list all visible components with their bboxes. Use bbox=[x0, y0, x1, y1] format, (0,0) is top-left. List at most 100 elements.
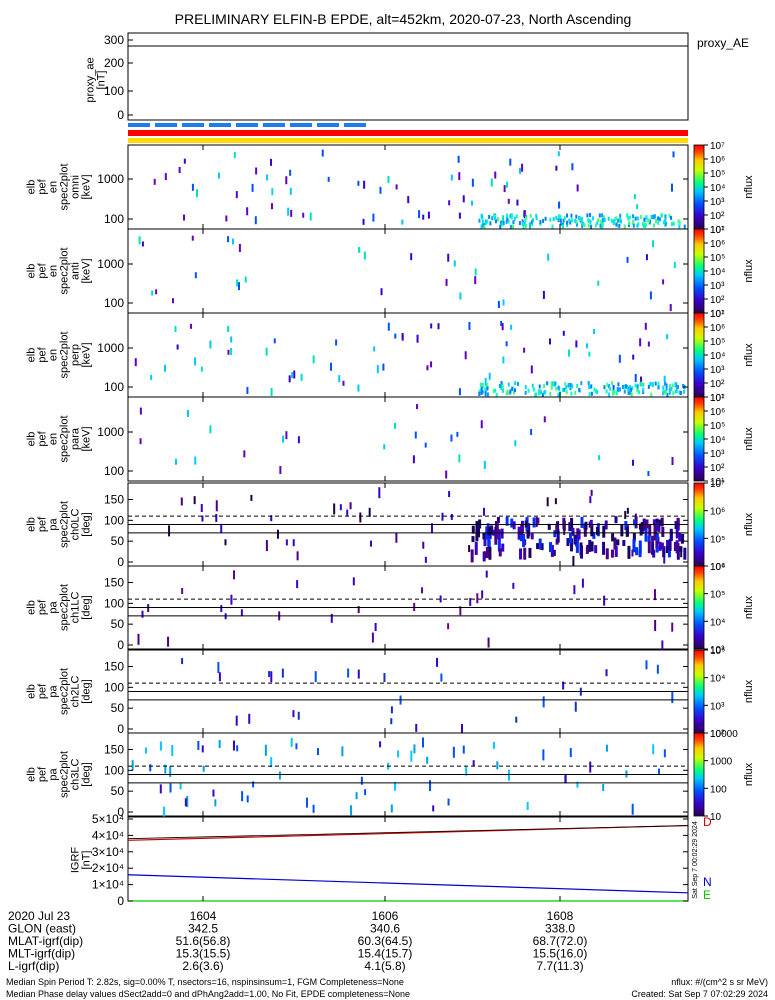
spectrogram-pixel bbox=[673, 261, 676, 268]
y-axis-label-line: pef bbox=[37, 262, 49, 278]
spectrogram-pixel bbox=[440, 673, 443, 682]
colorbar-tick-label: 10⁴ bbox=[710, 617, 725, 628]
spectrogram-pixel bbox=[168, 525, 171, 537]
spectrogram-pixel bbox=[573, 534, 577, 545]
spectrogram-pixel bbox=[542, 749, 545, 761]
spectrogram-pixel bbox=[683, 224, 686, 229]
spectrogram-pixel bbox=[680, 537, 684, 544]
spectrogram-pixel bbox=[252, 781, 255, 788]
spectrogram-pixel bbox=[531, 383, 534, 388]
igrf-legend-N: N bbox=[703, 875, 712, 889]
footer-line-1: Median Spin Period T: 2.82s, sig=0.00% T… bbox=[6, 977, 404, 987]
spectrogram-pixel bbox=[526, 801, 529, 810]
colorbar-tick-label: 10³ bbox=[710, 449, 725, 460]
energy-colorbar bbox=[693, 228, 705, 314]
spectrogram-pixel bbox=[594, 545, 598, 554]
spectrogram-pixel bbox=[550, 381, 553, 386]
spectrogram-pixel bbox=[596, 220, 599, 225]
spectrogram-pixel bbox=[670, 215, 673, 220]
spectrogram-pixel bbox=[524, 390, 527, 395]
spectrogram-pixel bbox=[661, 640, 664, 650]
energy-colorbar bbox=[693, 144, 705, 230]
spectrogram-pixel bbox=[485, 386, 488, 391]
colorbar-tick-label: 10⁷ bbox=[710, 225, 725, 236]
spectrogram-pixel bbox=[607, 384, 610, 389]
time-tick-label: 1608 bbox=[547, 909, 574, 923]
spectrogram-pixel bbox=[543, 383, 546, 388]
spectrogram-pixel bbox=[506, 216, 509, 221]
energy-panel-frame bbox=[127, 312, 689, 398]
spectrogram-pixel bbox=[631, 803, 634, 815]
y-tick-label: 100 bbox=[104, 680, 124, 694]
spectrogram-pixel bbox=[285, 176, 288, 185]
spectrogram-pixel bbox=[184, 798, 187, 807]
spectrogram-pixel bbox=[613, 389, 616, 394]
spectrogram-pixel bbox=[642, 389, 645, 394]
spectrogram-pixel bbox=[394, 781, 397, 791]
spectrogram-pixel bbox=[672, 221, 675, 226]
spectrogram-pixel bbox=[487, 535, 491, 547]
spectrogram-pixel bbox=[209, 425, 212, 434]
y-tick-label: 0 bbox=[117, 555, 124, 569]
spectrogram-pixel bbox=[346, 509, 349, 516]
spectrogram-pixel bbox=[568, 383, 571, 388]
y-axis-label-line: pa bbox=[48, 768, 60, 781]
spectrogram-pixel bbox=[651, 383, 654, 388]
spectrogram-pixel bbox=[549, 542, 553, 553]
spectrogram-pixel bbox=[618, 218, 621, 223]
igrf-line-total bbox=[127, 825, 689, 840]
colorbar-tick-label: 10⁵ bbox=[710, 646, 725, 657]
y-axis-label-line: IGRF bbox=[70, 847, 82, 874]
spectrogram-pixel bbox=[478, 389, 481, 394]
spectrogram-pixel bbox=[520, 524, 524, 535]
spectrogram-pixel bbox=[505, 516, 509, 526]
spectrogram-pixel bbox=[352, 577, 355, 586]
spectrogram-pixel bbox=[506, 213, 509, 218]
colorbar-label: nflux bbox=[743, 343, 755, 367]
spectrogram-pixel bbox=[605, 744, 608, 752]
spectrogram-pixel bbox=[297, 711, 300, 720]
spectrogram-pixel bbox=[623, 389, 626, 394]
spectrogram-pixel bbox=[564, 382, 567, 387]
spectrogram-pixel bbox=[498, 384, 501, 389]
spectrogram-pixel bbox=[571, 527, 575, 536]
spectrogram-pixel bbox=[292, 710, 295, 718]
spectrogram-pixel bbox=[618, 354, 621, 363]
spectrogram-pixel bbox=[575, 214, 578, 219]
spectrogram-pixel bbox=[330, 362, 333, 371]
spectrogram-pixel bbox=[668, 384, 671, 389]
spectrogram-pixel bbox=[618, 223, 621, 228]
spectrogram-pixel bbox=[458, 172, 461, 181]
spectrogram-pixel bbox=[155, 289, 158, 295]
colorbar-tick-label: 10⁴ bbox=[710, 674, 725, 685]
colorbar-tick-label: 10¹ bbox=[710, 309, 725, 320]
spectrogram-pixel bbox=[296, 551, 299, 561]
spectrogram-pixel bbox=[580, 381, 583, 386]
y-axis-label-line: elb bbox=[26, 684, 38, 699]
spectrogram-pixel bbox=[605, 389, 608, 394]
spectrogram-pixel bbox=[243, 450, 246, 458]
spectrogram-pixel bbox=[510, 213, 513, 218]
spectrogram-pixel bbox=[539, 220, 542, 225]
spectrogram-pixel bbox=[202, 765, 205, 772]
spectrogram-pixel bbox=[544, 389, 547, 394]
spectrogram-pixel bbox=[235, 191, 238, 199]
spectrogram-pixel bbox=[416, 404, 419, 410]
spectrogram-pixel bbox=[501, 543, 505, 552]
spectrogram-pixel bbox=[169, 783, 172, 793]
spectrogram-pixel bbox=[193, 496, 196, 505]
spectrogram-pixel bbox=[287, 207, 290, 216]
spectrogram-pixel bbox=[507, 219, 510, 224]
spectrogram-pixel bbox=[493, 213, 496, 218]
colorbar-label: nflux bbox=[743, 595, 755, 619]
spectrogram-pixel bbox=[581, 221, 584, 226]
spectrogram-pixel bbox=[478, 218, 481, 223]
spectrogram-pixel bbox=[492, 741, 495, 749]
spectrogram-pixel bbox=[521, 219, 524, 224]
spectrogram-pixel bbox=[523, 210, 526, 219]
y-tick-label: 0 bbox=[117, 108, 124, 122]
spectrogram-pixel bbox=[626, 507, 629, 514]
spectrogram-pixel bbox=[653, 589, 656, 601]
colorbar-tick-label: 10³ bbox=[710, 365, 725, 376]
spectrogram-pixel bbox=[481, 590, 484, 599]
